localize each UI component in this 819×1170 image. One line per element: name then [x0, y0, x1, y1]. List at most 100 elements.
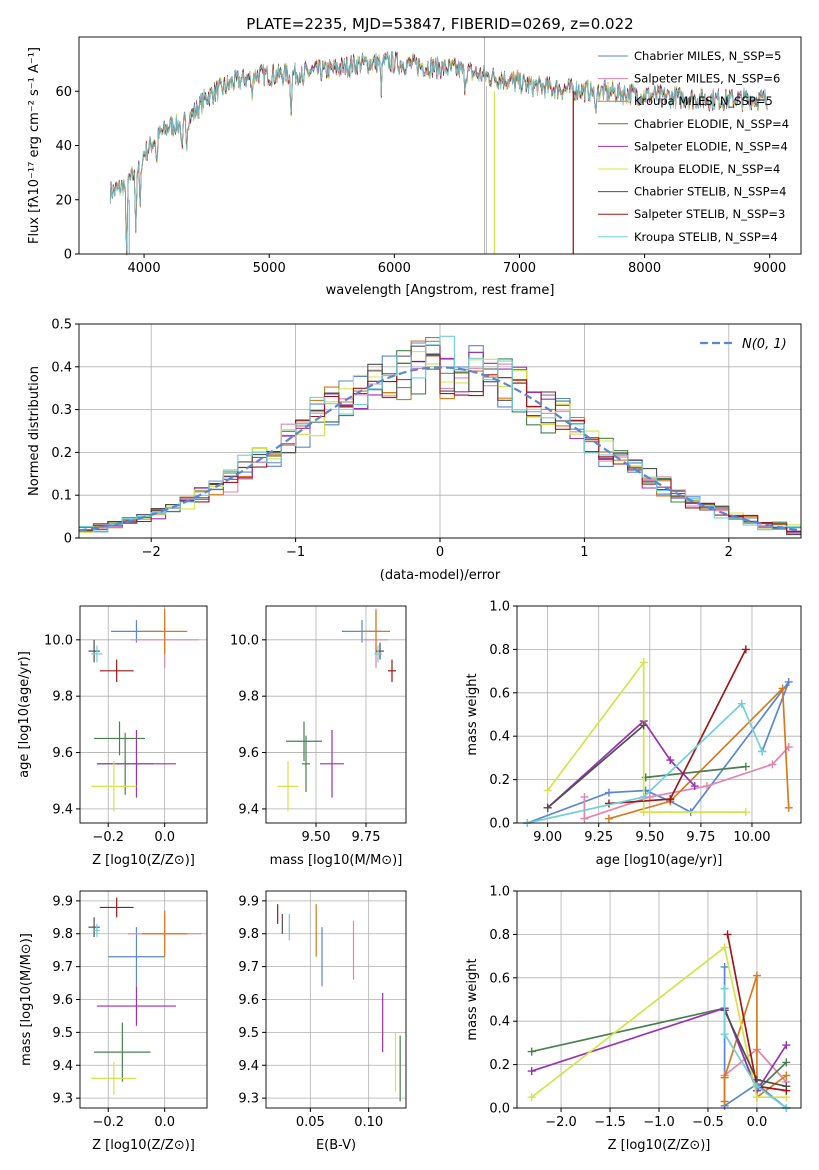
residuals-xtick-label: 1: [580, 545, 588, 560]
spectrum-ytick-label: 20: [55, 193, 72, 208]
weight_vs_Z-axes: −2.0 −1.5 −1.0 −0.5 0.0 0.0 0.2 0.4 0.6 0.8 1.0 Z […: [465, 885, 802, 1153]
residuals-ylabel: Normed distribution: [27, 366, 42, 496]
mass_vs_ebv-ytick-label: 9.8: [238, 927, 259, 942]
weight-line: [527, 702, 763, 824]
legend-label: Chabrier STELIB, N_SSP=4: [634, 185, 786, 199]
residuals-ytick-label: 0.3: [51, 403, 72, 418]
weight-marker: [639, 658, 648, 667]
weight-line: [547, 724, 645, 809]
age_vs_Z-ytick-label: 9.8: [52, 690, 73, 705]
weight_vs_age-frame: [516, 605, 802, 824]
age_vs_Z-ytick-label: 10.0: [44, 633, 73, 648]
weight-marker: [527, 1047, 536, 1056]
weight-marker: [741, 645, 750, 654]
mass_vs_ebv-ytick-label: 9.3: [238, 1092, 259, 1107]
residuals-xlabel: (data-model)/error: [380, 568, 501, 583]
weight-marker: [784, 803, 793, 812]
mass_vs_Z-ytick-label: 9.8: [52, 927, 73, 942]
age_vs_mass-ytick-label: 9.8: [238, 690, 259, 705]
weight-marker: [580, 814, 589, 823]
age_vs_mass-xlabel: mass [log10(M/M⊙)]: [270, 853, 403, 868]
age_vs_mass-frame: [265, 605, 407, 824]
age_vs_Z-axes: −0.2 0.0 9.4 9.6 9.8 10.0 Z [log10(Z/Z⊙)] age […: [17, 605, 208, 868]
weight_vs_age-xtick-label: 10.00: [733, 830, 770, 845]
weight-line: [583, 746, 790, 820]
mass_vs_Z-ylabel: mass [log10(M/M⊙)]: [19, 933, 34, 1066]
residuals-xtick-label: 2: [725, 545, 733, 560]
weight-marker: [580, 792, 589, 801]
age_vs_mass-ytick-label: 9.4: [238, 802, 259, 817]
weight-line: [531, 1007, 788, 1093]
mass_vs_ebv-xtick-label: 0.10: [354, 1115, 383, 1130]
weight_vs_age-xtick-label: 9.25: [584, 830, 613, 845]
weight-marker: [543, 786, 552, 795]
mass_vs_ebv-axes: 0.05 0.10 9.3 9.4 9.5 9.6 9.7 9.8 9.9 E(B-V): [238, 890, 407, 1153]
legend-label: Chabrier MILES, N_SSP=5: [634, 49, 781, 63]
weight_vs_Z-xtick-label: −1.5: [594, 1115, 626, 1130]
weight-marker: [723, 930, 732, 939]
weight-marker: [666, 756, 675, 765]
residuals-xtick-label: −1: [286, 545, 305, 560]
weight-marker: [782, 1041, 791, 1050]
weight-marker: [737, 699, 746, 708]
weight_vs_age-ytick-label: 0.2: [489, 773, 510, 788]
spectrum-xtick-label: 6000: [378, 261, 411, 276]
histogram-step: [79, 335, 801, 532]
weight-marker: [784, 677, 793, 686]
age_vs_mass-xtick-label: 9.75: [352, 830, 381, 845]
weight_vs_age-axes: 9.00 9.25 9.50 9.75 10.00 0.0 0.2 0.4 0.6 0.8 1.0 a…: [465, 600, 802, 868]
legend-label: Salpeter MILES, N_SSP=6: [634, 72, 780, 86]
spectrum-xtick-label: 7000: [503, 261, 536, 276]
spectrum-axes: 4000 5000 6000 7000 8000 9000 0 20 40 60 PLATE=223…: [27, 15, 802, 298]
spectrum-ytick-label: 0: [64, 248, 72, 263]
weight_vs_Z-xtick-label: −1.0: [643, 1115, 675, 1130]
age_vs_mass-axes: 9.50 9.75 9.4 9.6 9.8 10.0 mass [log10(M/M⊙)]: [230, 605, 407, 868]
residuals-ytick-label: 0.2: [51, 446, 72, 461]
residuals-ytick-label: 0.5: [51, 318, 72, 333]
legend-label: Salpeter STELIB, N_SSP=3: [634, 207, 785, 221]
weight-marker: [639, 721, 648, 730]
weight-marker: [639, 792, 648, 801]
weight-marker: [703, 782, 712, 791]
weight-marker: [741, 808, 750, 817]
age_vs_Z-frame: [79, 605, 208, 824]
mass_vs_ebv-ytick-label: 9.9: [238, 894, 259, 909]
weight-marker: [639, 808, 648, 817]
legend-label: Salpeter ELODIE, N_SSP=4: [634, 139, 788, 153]
mass_vs_Z-ytick-label: 9.4: [52, 1059, 73, 1074]
mass_vs_ebv-ytick-label: 9.5: [238, 1026, 259, 1041]
age_vs_Z-ytick-label: 9.4: [52, 802, 73, 817]
mass_vs_Z-ytick-label: 9.5: [52, 1026, 73, 1041]
weight-marker: [752, 1093, 761, 1102]
residuals-ytick-label: 0.4: [51, 360, 72, 375]
weight-marker: [527, 1093, 536, 1102]
legend-label: Kroupa STELIB, N_SSP=4: [634, 230, 778, 244]
weight-marker: [720, 1097, 729, 1106]
weight-marker: [782, 1058, 791, 1067]
weight_vs_Z-ytick-label: 0.2: [489, 1058, 510, 1073]
residuals-ytick-label: 0.1: [51, 489, 72, 504]
weight-marker: [741, 762, 750, 771]
age_vs_mass-ytick-label: 9.6: [238, 746, 259, 761]
weight_vs_age-xlabel: age [log10(age/yr)]: [596, 853, 723, 868]
weight-marker: [720, 962, 729, 971]
weight-line: [608, 686, 790, 820]
weight-marker: [666, 795, 675, 804]
mass_vs_Z-frame: [79, 890, 208, 1109]
residuals-axes: −2 −1 0 1 2 0 0.1 0.2 0.3 0.4 0.5 (data-model)/erro…: [27, 318, 802, 583]
weight-marker: [720, 1073, 729, 1082]
mass_vs_Z-xlabel: Z [log10(Z/Z⊙)]: [92, 1138, 195, 1153]
residuals-xtick-label: −2: [142, 545, 161, 560]
weight-line: [526, 681, 790, 824]
weight_vs_Z-ytick-label: 0.0: [489, 1102, 510, 1117]
age_vs_mass-ytick-label: 10.0: [230, 633, 259, 648]
mass_vs_ebv-frame: [265, 890, 407, 1109]
age_vs_Z-xlabel: Z [log10(Z/Z⊙)]: [92, 853, 195, 868]
spectrum-series-line: [109, 50, 768, 252]
residuals-frame: [78, 323, 802, 539]
gaussian-curve: [78, 366, 802, 532]
age_vs_Z-xtick-label: −0.2: [92, 830, 124, 845]
weight_vs_age-ytick-label: 0.0: [489, 817, 510, 832]
residuals-ytick-label: 0: [64, 532, 72, 547]
mass_vs_Z-ytick-label: 9.3: [52, 1092, 73, 1107]
